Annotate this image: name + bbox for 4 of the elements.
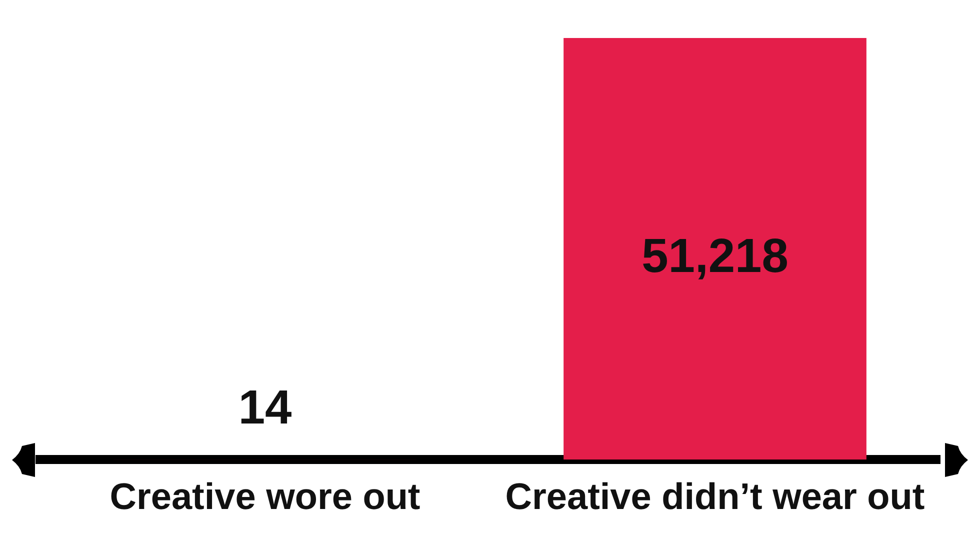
data-label: 14 [238,381,292,434]
x-tick-label: Creative didn’t wear out [505,476,925,518]
data-label: 51,218 [642,230,788,284]
x-tick-label: Creative wore out [110,476,420,518]
